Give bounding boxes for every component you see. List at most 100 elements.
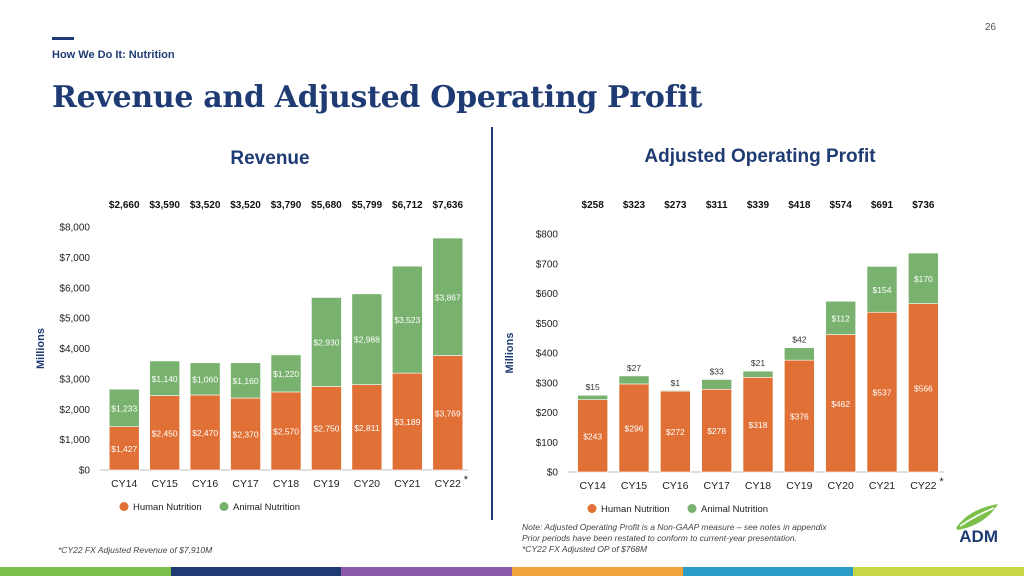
bar-animal-nutrition: [908, 252, 939, 304]
bar-total-label: $258: [582, 200, 605, 211]
bar-value-label: $566: [914, 383, 933, 393]
bar-human-nutrition: [618, 383, 650, 473]
bar-value-label: $3,769: [435, 408, 461, 418]
x-tick-label: CY22: [910, 480, 936, 492]
x-tick-label: CY21: [869, 480, 895, 492]
y-tick-label: $7,000: [59, 253, 90, 264]
bar-total-label: $323: [623, 200, 646, 211]
bar-human-nutrition: [784, 359, 815, 473]
bar-value-label: $318: [749, 420, 768, 430]
legend-marker: [219, 502, 229, 511]
bar-total-label: $311: [706, 200, 728, 211]
y-tick-label: $5,000: [59, 314, 90, 325]
x-tick-label: CY20: [828, 480, 854, 492]
bar-human-nutrition: [701, 388, 732, 473]
bar-human-nutrition: [432, 355, 464, 471]
bar-total-label: $3,790: [271, 200, 302, 211]
bar-total-label: $691: [871, 200, 894, 211]
bar-total-label: $3,520: [230, 200, 261, 211]
bar-animal-nutrition: [392, 265, 423, 374]
bar-human-nutrition: [825, 334, 856, 473]
legend-marker: [119, 502, 129, 511]
x-tick-label: CY19: [313, 478, 339, 490]
revenue-chart-title: Revenue: [230, 148, 310, 169]
bar-value-label: $296: [625, 423, 644, 433]
x-tick-label: CY14: [580, 480, 606, 492]
brand-color-bar: [0, 567, 1024, 576]
op-notes: Note: Adjusted Operating Profit is a Non…: [522, 522, 827, 555]
y-tick-label: $0: [79, 466, 91, 477]
bar-animal-nutrition: [660, 389, 691, 392]
bar-value-label: $243: [583, 431, 602, 441]
bar-human-nutrition: [392, 372, 423, 471]
brand-bar-segment: [512, 567, 683, 576]
y-tick-label: $0: [547, 468, 559, 479]
bar-animal-nutrition: [742, 370, 774, 378]
bar-human-nutrition: [270, 391, 302, 471]
y-axis-label: Millions: [504, 333, 516, 374]
header-accent-line: [52, 37, 74, 40]
chart-divider: [491, 127, 493, 520]
x-tick-label: CY21: [394, 478, 420, 490]
bar-human-nutrition: [742, 377, 774, 473]
bar-human-nutrition: [108, 426, 140, 471]
y-tick-label: $6,000: [59, 283, 90, 294]
y-tick-label: $200: [536, 408, 559, 419]
x-tick-label: CY18: [273, 478, 299, 490]
bar-value-label: $537: [873, 388, 892, 398]
adm-logo-text: ADM: [959, 527, 998, 546]
bar-value-label: $3,523: [394, 315, 420, 325]
bar-value-label: $1,140: [152, 374, 178, 384]
page-number: 26: [984, 22, 996, 33]
y-tick-label: $2,000: [59, 405, 90, 416]
bar-animal-nutrition: [701, 379, 732, 390]
bar-total-label: $339: [747, 200, 770, 211]
y-tick-label: $400: [536, 349, 559, 360]
y-tick-label: $800: [536, 230, 559, 241]
legend-label: Animal Nutrition: [233, 502, 300, 513]
bar-value-label: $1,160: [233, 376, 259, 386]
bar-total-label: $2,660: [109, 200, 140, 211]
bar-animal-nutrition: [189, 362, 221, 396]
bar-total-label: $418: [788, 200, 811, 211]
bar-value-label: $2,450: [152, 428, 178, 438]
brand-bar-segment: [170, 567, 342, 576]
y-tick-label: $300: [536, 378, 559, 389]
x-tick-label: CY19: [786, 480, 812, 492]
brand-bar-segment: [341, 567, 513, 576]
bar-value-label: $2,570: [273, 426, 299, 436]
bar-value-label: $2,370: [233, 430, 259, 440]
bar-animal-nutrition: [270, 354, 302, 393]
y-tick-label: $100: [536, 438, 559, 449]
y-tick-label: $600: [536, 289, 559, 300]
y-axis-label: Millions: [35, 328, 47, 369]
bar-value-label: $462: [831, 399, 850, 409]
legend-marker: [687, 504, 697, 513]
bar-human-nutrition: [866, 311, 898, 473]
x-tick-label: CY16: [192, 478, 218, 490]
bar-animal-nutrition: [230, 362, 261, 399]
bar-value-label: $272: [666, 427, 685, 437]
x-tick-label: CY20: [354, 478, 380, 490]
bar-total-label: $736: [912, 200, 935, 211]
bar-animal-nutrition: [618, 375, 650, 385]
bar-total-label: $3,590: [149, 200, 180, 211]
bar-value-label: $3,867: [435, 292, 461, 302]
bar-animal-nutrition: [825, 300, 856, 335]
bar-total-label: $7,636: [432, 200, 463, 211]
bar-value-label: $42: [792, 335, 806, 345]
x-tick-label: CY14: [111, 478, 137, 490]
x-tick-label: CY16: [662, 480, 688, 492]
op-note-line: *CY22 FX Adjusted OP of $768M: [522, 544, 648, 554]
x-tick-label: CY22: [435, 478, 461, 490]
x-tick-footnote-mark: *: [939, 476, 944, 488]
y-tick-label: $1,000: [59, 435, 90, 446]
bar-total-label: $5,680: [311, 200, 342, 211]
bar-animal-nutrition: [577, 394, 608, 401]
bar-total-label: $3,520: [190, 200, 221, 211]
x-tick-label: CY15: [621, 480, 647, 492]
bar-human-nutrition: [908, 303, 939, 473]
bar-human-nutrition: [189, 394, 221, 471]
section-label: How We Do It: Nutrition: [52, 49, 175, 61]
bar-animal-nutrition: [108, 388, 140, 427]
